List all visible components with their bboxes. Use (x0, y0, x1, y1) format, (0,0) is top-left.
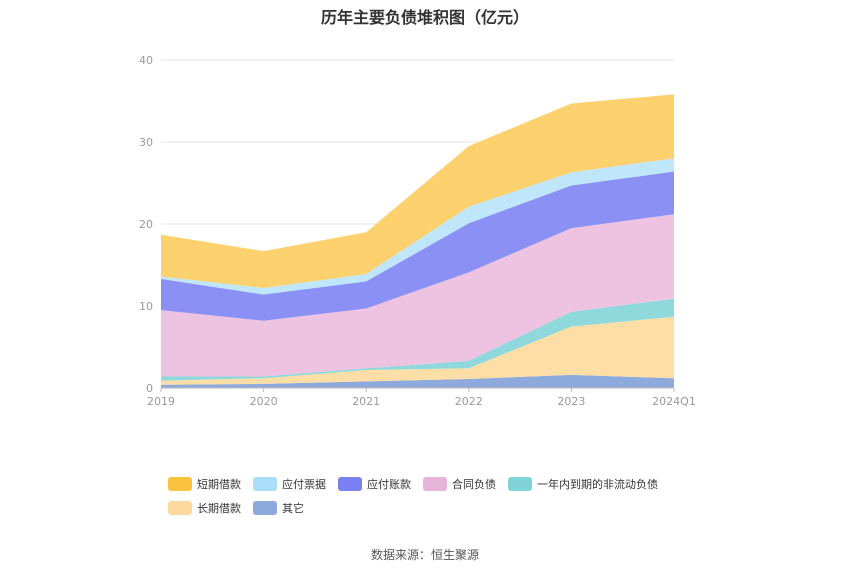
legend-label: 一年内到期的非流动负债 (537, 478, 658, 491)
legend-swatch (253, 501, 277, 515)
legend-item-accounts-payable[interactable]: 应付账款 (338, 476, 411, 492)
series-area-其它 (161, 374, 674, 388)
x-tick-label: 2019 (147, 395, 175, 408)
legend-row-2: 长期借款 其它 (168, 496, 728, 520)
legend: 短期借款 应付票据 应付账款 合同负债 一年内到期的非流动负债 长期借款 其它 (168, 472, 728, 520)
y-tick-label: 0 (146, 382, 153, 395)
legend-swatch (423, 477, 447, 491)
x-tick-label: 2024Q1 (652, 395, 696, 408)
legend-item-other[interactable]: 其它 (253, 500, 304, 516)
legend-label: 其它 (282, 502, 304, 515)
series-area-一年内到期的非流动负债 (161, 298, 674, 381)
series-area-应付账款 (161, 171, 674, 321)
legend-item-current-noncurrent[interactable]: 一年内到期的非流动负债 (508, 476, 658, 492)
series-area-合同负债 (161, 214, 674, 377)
x-tick-label: 2021 (352, 395, 380, 408)
series-area-短期借款 (161, 94, 674, 289)
legend-swatch (253, 477, 277, 491)
legend-label: 应付票据 (282, 478, 326, 491)
y-tick-label: 30 (139, 136, 153, 149)
legend-label: 短期借款 (197, 478, 241, 491)
x-tick-label: 2022 (455, 395, 483, 408)
legend-row-1: 短期借款 应付票据 应付账款 合同负债 一年内到期的非流动负债 (168, 472, 728, 496)
y-tick-label: 40 (139, 54, 153, 67)
legend-swatch (168, 477, 192, 491)
legend-swatch (338, 477, 362, 491)
series-area-长期借款 (161, 316, 674, 385)
legend-item-notes-payable[interactable]: 应付票据 (253, 476, 326, 492)
legend-item-contract-liabilities[interactable]: 合同负债 (423, 476, 496, 492)
data-source: 数据来源：恒生聚源 (370, 548, 479, 562)
legend-swatch (508, 477, 532, 491)
legend-label: 长期借款 (197, 502, 241, 515)
axes: 0 10 20 30 40 2019 2020 2021 2022 2023 2024Q1 (139, 54, 696, 408)
legend-swatch (168, 501, 192, 515)
legend-item-long-term-loans[interactable]: 长期借款 (168, 500, 241, 516)
chart-title: 历年主要负债堆积图（亿元） (320, 8, 529, 27)
y-tick-label: 20 (139, 218, 153, 231)
legend-label: 合同负债 (452, 478, 496, 491)
series-areas (161, 94, 674, 388)
legend-item-short-term-loans[interactable]: 短期借款 (168, 476, 241, 492)
legend-label: 应付账款 (367, 478, 411, 491)
series-area-应付票据 (161, 158, 674, 295)
x-tick-label: 2023 (557, 395, 585, 408)
x-tick-label: 2020 (250, 395, 278, 408)
y-tick-label: 10 (139, 300, 153, 313)
